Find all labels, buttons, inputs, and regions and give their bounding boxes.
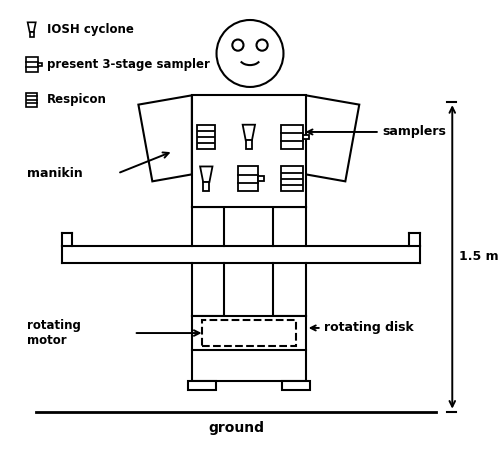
Bar — [281, 125, 302, 149]
Circle shape — [232, 40, 243, 51]
Bar — [38, 63, 42, 66]
Bar — [188, 381, 216, 390]
Bar — [192, 95, 306, 207]
Polygon shape — [200, 166, 212, 182]
Polygon shape — [242, 125, 255, 140]
Circle shape — [216, 20, 284, 87]
Text: present 3-stage sampler: present 3-stage sampler — [47, 58, 209, 71]
Text: ground: ground — [208, 421, 264, 435]
Bar — [192, 316, 306, 381]
Text: rotating
motor: rotating motor — [27, 319, 80, 347]
Text: IOSH cyclone: IOSH cyclone — [47, 23, 134, 36]
Text: 1.5 m: 1.5 m — [460, 251, 499, 263]
Text: manikin: manikin — [27, 167, 82, 180]
Bar — [30, 32, 34, 37]
Bar — [203, 182, 209, 191]
Text: samplers: samplers — [308, 126, 446, 139]
Bar — [26, 57, 38, 72]
Polygon shape — [138, 95, 192, 181]
Bar — [238, 166, 258, 191]
Bar — [246, 140, 252, 149]
Bar — [281, 166, 302, 191]
Bar — [282, 381, 310, 390]
Text: rotating disk: rotating disk — [311, 321, 414, 334]
Polygon shape — [28, 22, 36, 32]
Bar — [258, 176, 264, 181]
Bar — [198, 125, 215, 149]
Text: Respicon: Respicon — [47, 93, 106, 106]
Polygon shape — [306, 95, 360, 181]
Bar — [302, 135, 309, 139]
Bar — [202, 320, 296, 346]
Circle shape — [256, 40, 268, 51]
Bar — [26, 93, 38, 107]
